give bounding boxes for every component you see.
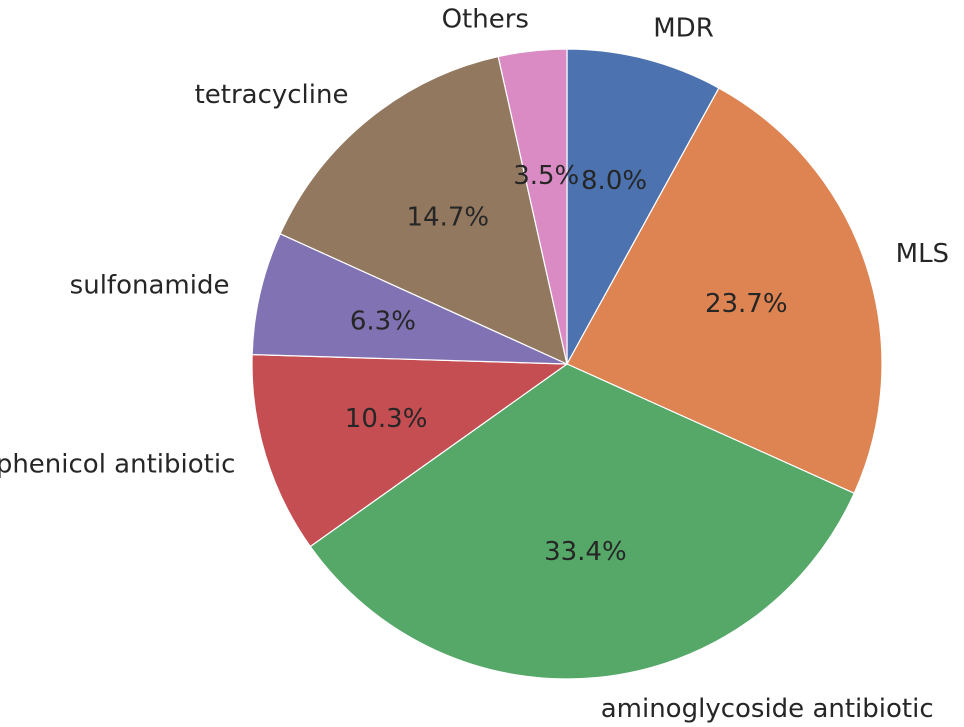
pie-slice-aminoglycoside-antibiotic — [309, 363, 856, 680]
pie-slice-mls — [566, 87, 883, 495]
pct-label-others: 3.5% — [513, 161, 579, 191]
pct-label-sulfonamide: 6.3% — [350, 306, 416, 336]
pct-label-phenicol-antibiotic: 10.3% — [345, 404, 428, 434]
slice-label-phenicol-antibiotic: phenicol antibiotic — [0, 449, 235, 479]
pct-label-mdr: 8.0% — [581, 166, 647, 196]
slice-label-aminoglycoside-antibiotic: aminoglycoside antibiotic — [601, 694, 934, 724]
pie-slice-others — [497, 48, 568, 365]
pie-slice-mdr — [566, 48, 720, 365]
pie-labels: 8.0% MDR 23.7% MLS 33.4% aminoglycoside antib… — [0, 5, 949, 724]
pct-label-aminoglycoside-antibiotic: 33.4% — [544, 537, 627, 567]
pie-slice-phenicol-antibiotic — [251, 353, 569, 548]
pct-label-tetracycline: 14.7% — [406, 202, 489, 232]
slice-label-tetracycline: tetracycline — [195, 80, 349, 110]
pct-label-mls: 23.7% — [705, 289, 788, 319]
slice-label-others: Others — [442, 5, 529, 35]
pie-slice-tetracycline — [279, 55, 568, 366]
slice-label-mls: MLS — [896, 239, 949, 269]
slice-label-mdr: MDR — [653, 13, 714, 43]
slice-label-sulfonamide: sulfonamide — [70, 271, 230, 301]
pie-slices — [251, 48, 883, 680]
pie-slice-sulfonamide — [251, 233, 568, 365]
